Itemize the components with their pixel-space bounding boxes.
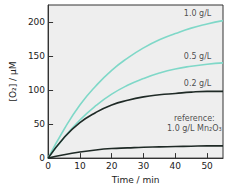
svg-text:1.0 g/L: 1.0 g/L	[184, 9, 212, 18]
svg-text:1.0 g/L Mn₂O₃: 1.0 g/L Mn₂O₃	[167, 124, 222, 133]
svg-text:0: 0	[39, 153, 46, 164]
svg-text:[O₂] / µM: [O₂] / µM	[8, 62, 18, 102]
svg-text:Time / min: Time / min	[111, 175, 160, 185]
svg-text:0.2 g/L: 0.2 g/L	[184, 79, 212, 88]
svg-text:0.5 g/L: 0.5 g/L	[184, 52, 212, 61]
svg-text:reference:: reference:	[174, 114, 215, 123]
svg-text:30: 30	[138, 161, 150, 171]
svg-text:150: 150	[28, 51, 45, 61]
svg-text:20: 20	[106, 161, 118, 171]
svg-text:200: 200	[28, 17, 45, 27]
svg-text:0: 0	[45, 161, 51, 171]
svg-text:40: 40	[170, 161, 182, 171]
svg-text:50: 50	[201, 161, 213, 171]
svg-text:100: 100	[28, 85, 45, 95]
svg-text:50: 50	[34, 119, 46, 129]
svg-text:10: 10	[74, 161, 86, 171]
